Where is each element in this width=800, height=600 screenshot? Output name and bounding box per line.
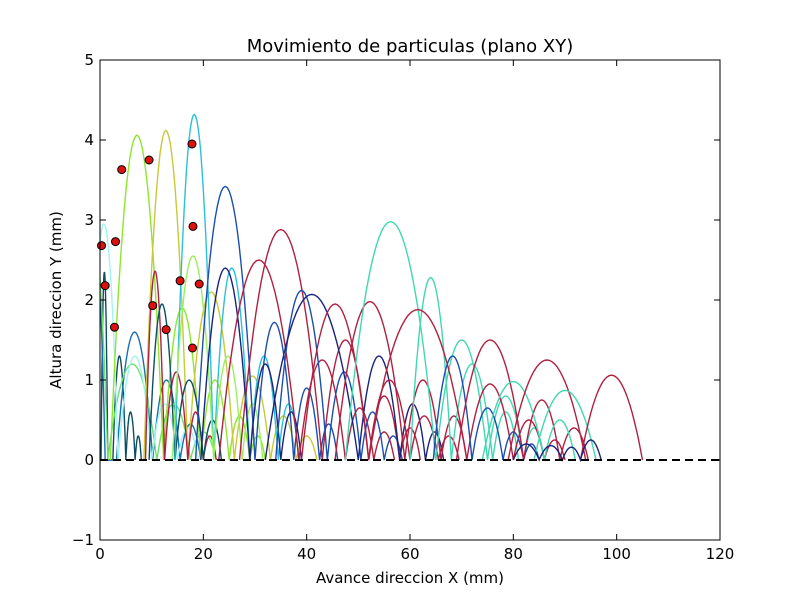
series-line-27	[579, 374, 644, 461]
start-point-11	[188, 221, 198, 231]
series-line-26	[533, 389, 597, 461]
x-tick-label: 120	[706, 545, 735, 563]
start-point-7	[148, 301, 158, 311]
y-tick-label: 5	[84, 51, 94, 69]
plot-frame	[99, 59, 721, 541]
series-line-20	[409, 276, 520, 461]
y-tick-label: 1	[84, 371, 94, 389]
series-line-4	[100, 222, 199, 461]
x-axis-ticks: 0 20 40 60 80 100 120	[95, 60, 734, 563]
x-tick-label: 60	[400, 545, 419, 563]
start-point-10	[187, 139, 197, 149]
x-tick-label: 40	[297, 545, 316, 563]
series-line-12	[200, 267, 303, 461]
series-line-23	[455, 339, 589, 461]
series-line-5	[109, 134, 266, 461]
start-point-13	[194, 279, 204, 289]
y-axis-label: Altura direccion Y (mm)	[47, 211, 65, 389]
x-tick-label: 0	[95, 545, 105, 563]
series-line-1	[100, 271, 142, 461]
y-tick-label: −1	[72, 531, 94, 549]
start-point-1	[97, 241, 107, 251]
start-point-12	[187, 343, 197, 353]
plot-area	[97, 113, 720, 463]
start-point-5	[117, 165, 127, 175]
series-line-21	[368, 308, 566, 461]
x-tick-label: 100	[602, 545, 631, 563]
chart-title: Movimiento de particulas (plano XY)	[247, 36, 574, 57]
y-tick-label: 3	[84, 211, 94, 229]
y-axis-ticks: −1 0 1 2 3 4 5	[72, 51, 720, 549]
series-line-25	[507, 359, 587, 461]
y-tick-label: 2	[84, 291, 94, 309]
start-point-8	[161, 325, 171, 335]
x-tick-label: 80	[504, 545, 523, 563]
series-layer	[100, 113, 644, 463]
x-axis-label: Avance direccion X (mm)	[316, 569, 504, 587]
start-point-6	[144, 155, 154, 165]
marker-layer	[97, 139, 204, 353]
start-point-4	[111, 237, 120, 247]
start-point-9	[175, 276, 185, 286]
y-tick-label: 0	[84, 451, 94, 469]
series-line-18	[334, 300, 468, 461]
y-tick-label: 4	[84, 131, 94, 149]
x-tick-label: 20	[194, 545, 213, 563]
start-point-3	[109, 322, 119, 332]
series-line-6	[143, 129, 318, 461]
series-line-19	[344, 220, 545, 461]
start-point-2	[100, 281, 110, 291]
series-line-7	[144, 270, 217, 461]
